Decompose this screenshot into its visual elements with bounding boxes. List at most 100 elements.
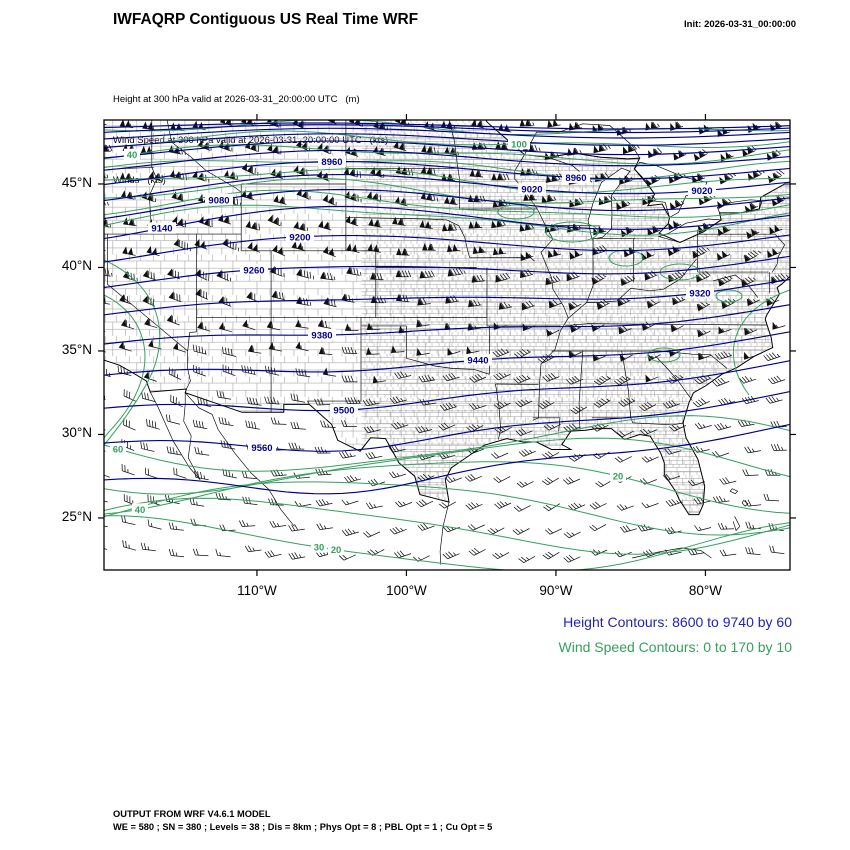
wind-contour-line xyxy=(104,168,790,194)
wind-barb xyxy=(123,418,136,431)
wind-barb xyxy=(322,194,337,206)
wind-barb xyxy=(264,396,280,405)
wind-barb xyxy=(421,144,439,155)
state-border xyxy=(568,258,697,319)
wind-barb xyxy=(238,520,256,527)
wind-barb xyxy=(171,191,185,202)
wind-barb xyxy=(766,297,780,307)
lat-tick-label: 40°N xyxy=(61,258,92,274)
wind-barb xyxy=(568,502,586,511)
wind-barb xyxy=(218,416,234,426)
wind-barb xyxy=(648,147,663,159)
wind-barb xyxy=(247,241,261,253)
wind-barb xyxy=(215,548,231,558)
wind-barb xyxy=(718,326,732,335)
wind-barb xyxy=(742,469,759,477)
wind-barb xyxy=(613,376,631,386)
wind-barb xyxy=(542,477,559,486)
wind-barb xyxy=(563,423,581,433)
wind-barb xyxy=(563,531,581,539)
contour-label: 9020 xyxy=(691,186,712,197)
wind-barb xyxy=(346,266,362,276)
wind-barb xyxy=(194,446,210,456)
wind-barb xyxy=(570,406,588,414)
wind-barb xyxy=(267,214,282,227)
height-contour-line xyxy=(104,278,790,316)
wind-barb xyxy=(568,301,582,311)
wind-barb xyxy=(641,456,659,463)
wind-barb xyxy=(566,375,584,385)
contour-label-box xyxy=(308,329,336,341)
wind-barb xyxy=(142,295,156,307)
wind-contour-line xyxy=(104,497,790,555)
wind-barb xyxy=(393,140,407,152)
wind-barb xyxy=(247,344,262,354)
model-footer: OUTPUT FROM WRF V4.6.1 MODEL WE = 580 ; … xyxy=(113,808,492,833)
wind-barb xyxy=(345,215,359,227)
wind-barb xyxy=(620,226,635,238)
wind-barb xyxy=(515,399,533,408)
wind-barb xyxy=(222,364,236,377)
wind-barb xyxy=(618,325,632,335)
contour-label-box xyxy=(248,441,276,454)
contour-label: 9440 xyxy=(467,356,488,367)
wind-barb xyxy=(122,540,137,551)
contour-label-box xyxy=(610,470,626,482)
wind-barb xyxy=(543,503,561,512)
wind-contour-blob xyxy=(647,347,681,363)
contour-label-box xyxy=(330,404,358,416)
wind-barb xyxy=(445,295,459,304)
contour-legend: Height Contours: 8600 to 9740 by 60 Wind… xyxy=(559,610,792,660)
wind-barb xyxy=(592,451,610,460)
wind-barb xyxy=(647,225,661,236)
wind-barb xyxy=(667,245,681,257)
wind-barb xyxy=(120,318,135,330)
wind-barb xyxy=(417,453,435,461)
wind-barb xyxy=(491,452,509,459)
wind-barb xyxy=(442,551,460,560)
wind-barb xyxy=(320,271,336,281)
wind-barb xyxy=(216,270,231,282)
state-border xyxy=(104,166,154,171)
wind-barb xyxy=(622,143,640,155)
wind-barb xyxy=(639,428,658,436)
wind-barb xyxy=(168,548,185,558)
wind-contour-line xyxy=(104,461,790,515)
state-border xyxy=(729,488,739,495)
wind-barb xyxy=(513,349,531,359)
contour-label-box xyxy=(686,286,714,299)
wind-barb xyxy=(314,398,331,406)
wind-barb xyxy=(368,218,382,228)
wind-barb xyxy=(590,549,608,556)
wind-barb xyxy=(547,248,561,258)
wind-barb xyxy=(662,400,680,409)
wind-barb xyxy=(595,480,613,488)
wind-barb xyxy=(241,471,258,480)
state-border xyxy=(458,225,471,258)
wind-contour-line xyxy=(104,130,790,149)
wind-barb xyxy=(273,194,287,205)
wind-barb xyxy=(104,388,106,401)
wind-barb xyxy=(614,456,632,463)
contour-label-box xyxy=(132,503,148,515)
wind-barb xyxy=(348,120,363,127)
wind-barb xyxy=(717,225,731,237)
wind-barb xyxy=(714,422,732,431)
wind-barb xyxy=(417,297,431,306)
wind-barb xyxy=(442,525,461,533)
wind-barb xyxy=(591,274,607,285)
height-contour-line xyxy=(104,304,790,345)
contour-label-box xyxy=(148,222,176,234)
height-contours xyxy=(104,122,790,495)
wind-barb xyxy=(314,446,331,454)
wind-barb xyxy=(739,375,757,384)
wind-barb xyxy=(271,290,285,301)
state-border xyxy=(697,233,785,246)
wind-barb xyxy=(769,545,785,554)
wind-barb xyxy=(717,522,734,530)
height-contour-line xyxy=(104,133,790,149)
wind-barb xyxy=(542,372,560,382)
wind-barb xyxy=(123,494,137,506)
wind-barb xyxy=(194,269,210,281)
